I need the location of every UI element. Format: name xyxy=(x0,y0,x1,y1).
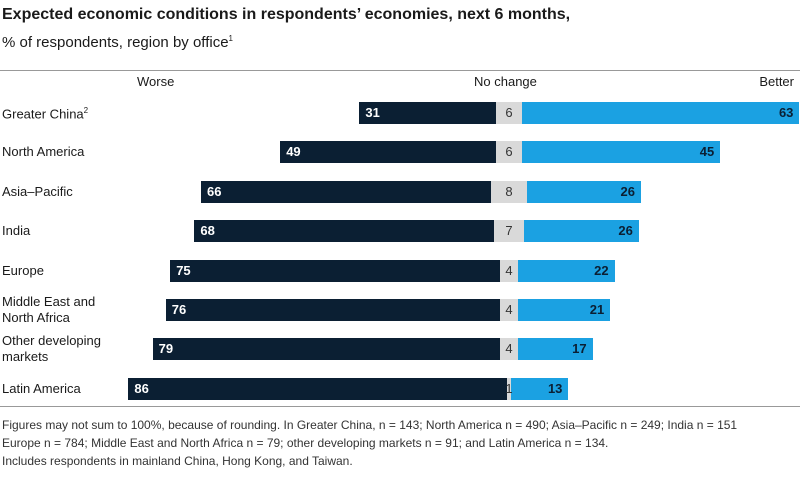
value-label: 45 xyxy=(699,144,715,160)
bar-better xyxy=(517,259,615,282)
value-label: 13 xyxy=(547,380,563,396)
category-name: North America xyxy=(2,144,85,160)
footnote-marker: 2 xyxy=(83,106,89,116)
value-label: 75 xyxy=(176,262,191,278)
value-label: 26 xyxy=(618,223,633,239)
legend-label: Better xyxy=(759,74,794,89)
bar-better xyxy=(517,299,611,321)
value-label: 68 xyxy=(200,223,215,239)
category-name: Greater China xyxy=(2,106,84,122)
footnote: Europe n = 784; Middle East and North Af… xyxy=(2,436,609,450)
bar-no-change xyxy=(500,259,518,282)
bar-better xyxy=(511,377,569,400)
category-label: Latin America xyxy=(2,371,81,407)
category-text: Latin America xyxy=(2,381,81,397)
bar-no-change xyxy=(493,220,525,243)
value-label: 6 xyxy=(505,144,513,160)
value-label: 31 xyxy=(365,105,380,120)
category-name: Latin America xyxy=(2,380,81,396)
value-label: 79 xyxy=(158,341,174,357)
category-text: Greater China2 xyxy=(2,103,88,122)
category-label: Middle East and North Africa xyxy=(2,292,95,328)
category-label: North America xyxy=(2,134,84,170)
value-label: 4 xyxy=(505,262,513,278)
bar-no-change xyxy=(500,338,518,361)
value-label: 1 xyxy=(505,380,513,396)
value-label: 6 xyxy=(505,105,513,120)
bar-worse xyxy=(359,102,496,124)
value-label: 21 xyxy=(589,302,605,317)
category-text: Europe xyxy=(2,263,44,279)
value-label: 63 xyxy=(778,105,794,120)
legend-label: Worse xyxy=(137,74,175,89)
category-name: Middle East and North Africa xyxy=(2,294,96,325)
value-label: 66 xyxy=(207,183,222,199)
category-text: Other developing markets xyxy=(2,333,101,365)
category-text: India xyxy=(2,223,30,239)
divider xyxy=(0,406,800,407)
category-name: Asia–Pacific xyxy=(2,183,73,199)
category-name: Other developing markets xyxy=(2,333,102,365)
bar-worse xyxy=(194,220,494,243)
value-label: 49 xyxy=(286,144,301,160)
legend-label: No change xyxy=(474,74,537,89)
category-label: Asia–Pacific xyxy=(2,174,73,210)
category-text: Middle East and North Africa xyxy=(2,294,95,326)
chart-title: Expected economic conditions in responde… xyxy=(2,6,571,23)
bar-better xyxy=(522,141,721,164)
footnote: Includes respondents in mainland China, … xyxy=(2,454,353,468)
bar-better xyxy=(524,220,639,243)
value-label: 86 xyxy=(134,380,149,396)
category-name: India xyxy=(2,223,31,239)
value-label: 8 xyxy=(505,183,513,199)
value-label: 7 xyxy=(505,223,513,239)
bar-better xyxy=(522,102,800,124)
subtitle-text: % of respondents, region by office xyxy=(2,34,229,51)
category-text: North America xyxy=(2,144,84,160)
bar-no-change xyxy=(495,141,523,164)
category-name: Europe xyxy=(2,262,44,278)
bar-no-change xyxy=(491,180,527,203)
chart-subtitle: % of respondents, region by office1 xyxy=(2,34,233,51)
value-label: 26 xyxy=(620,183,635,199)
bar-better xyxy=(517,338,593,361)
value-label: 17 xyxy=(572,341,587,357)
bar-no-change xyxy=(500,299,518,321)
bar-worse xyxy=(201,180,492,203)
value-label: 76 xyxy=(171,302,187,317)
bar-worse xyxy=(152,338,501,361)
bar-worse xyxy=(128,377,507,400)
category-text: Asia–Pacific xyxy=(2,184,73,200)
bar-worse xyxy=(170,259,501,282)
bar-no-change xyxy=(495,102,523,124)
divider xyxy=(0,70,800,71)
value-label: 22 xyxy=(594,262,609,278)
footnote: Figures may not sum to 100%, because of … xyxy=(2,418,738,432)
bar-worse xyxy=(280,141,496,164)
value-label: 4 xyxy=(505,341,513,357)
bar-better xyxy=(526,180,641,203)
category-label: India xyxy=(2,213,30,249)
category-label: Greater China2 xyxy=(2,95,88,131)
footnote-marker: 1 xyxy=(228,34,233,43)
value-label: 4 xyxy=(505,302,513,317)
category-label: Europe xyxy=(2,253,44,289)
bar-no-change xyxy=(506,377,512,400)
bar-worse xyxy=(165,299,501,321)
category-label: Other developing markets xyxy=(2,331,101,367)
